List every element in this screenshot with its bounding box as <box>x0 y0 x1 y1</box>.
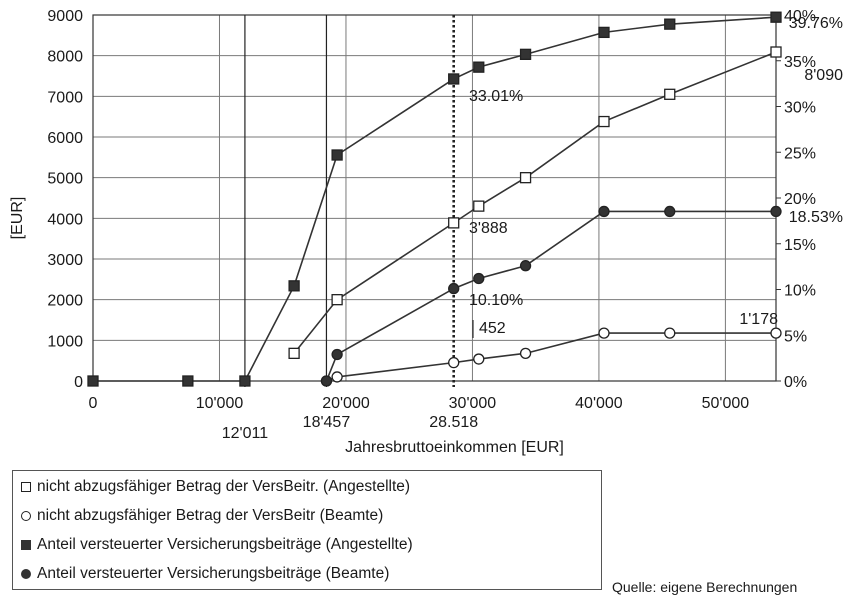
data-point-square <box>519 172 532 184</box>
data-point-circle <box>448 356 460 369</box>
data-point-square <box>664 88 676 100</box>
data-point-circle <box>331 348 343 361</box>
source-note: Quelle: eigene Berechnungen <box>612 579 798 595</box>
data-point-circle <box>664 327 676 339</box>
y-tick-label: 3000 <box>47 252 83 269</box>
y-tick-label: 1000 <box>47 333 83 350</box>
x-tick-label: 50'000 <box>702 395 750 412</box>
data-point-circle <box>598 205 610 218</box>
data-point-circle <box>331 371 343 383</box>
data-point-circle <box>598 327 610 339</box>
y-tick-label: 5000 <box>47 171 83 188</box>
data-point-square <box>519 48 532 60</box>
y2-tick-label: 15% <box>784 237 816 254</box>
data-label: 1'178 <box>739 311 778 328</box>
series-line <box>326 332 776 382</box>
x-tick-label: 30'000 <box>449 395 497 412</box>
chart: 0 1000 2000 3000 4000 5000 6000 7000 8000 9000 0% 5… <box>9 8 843 456</box>
data-point-circle <box>473 272 485 285</box>
data-point-square <box>473 61 485 73</box>
legend-item-beamte-betrag: nicht abzugsfähiger Betrag der VersBeitr… <box>21 504 383 528</box>
y-tick-label: 4000 <box>47 211 83 228</box>
y2-tick-label: 10% <box>784 283 816 300</box>
data-point-circle <box>770 327 782 339</box>
y-axis-title: [EUR] <box>9 197 26 240</box>
y-tick-label: 2000 <box>47 293 83 310</box>
data-label: 8'090 <box>804 67 843 84</box>
data-point-square <box>448 217 460 229</box>
x-tick-label: 20'000 <box>322 395 370 412</box>
data-point-circle <box>664 205 676 218</box>
marker-line-label: 18'457 <box>303 414 351 431</box>
legend-item-angestellte-anteil: Anteil versteuerter Versicherungsbeiträg… <box>21 533 413 557</box>
data-point-square <box>473 200 485 212</box>
data-label: 10.10% <box>469 292 523 309</box>
y2-tick-label: 30% <box>784 100 816 117</box>
x-tick-label: 40'000 <box>575 395 623 412</box>
data-label: 452 <box>479 320 506 337</box>
data-point-square <box>331 149 343 161</box>
circle-open-icon <box>21 511 31 521</box>
y2-tick-label: 40% <box>784 8 816 25</box>
x-tick-label: 10'000 <box>196 395 244 412</box>
series-line <box>93 16 777 382</box>
data-point-circle <box>770 205 782 218</box>
data-point-square <box>770 11 782 23</box>
legend-label: Anteil versteuerter Versicherungsbeiträg… <box>37 565 390 582</box>
marker-line-label: 28.518 <box>429 414 478 431</box>
legend: nicht abzugsfähiger Betrag der VersBeitr… <box>12 470 602 590</box>
legend-item-angestellte-betrag: nicht abzugsfähiger Betrag der VersBeitr… <box>21 475 410 499</box>
data-point-square <box>87 375 99 387</box>
y2-tick-label: 25% <box>784 145 816 162</box>
y-tick-label: 0 <box>74 374 83 391</box>
y2-tick-label: 35% <box>784 54 816 71</box>
y2-tick-label: 20% <box>784 191 816 208</box>
y-tick-label: 6000 <box>47 130 83 147</box>
plot-frame <box>92 14 777 382</box>
data-point-square <box>331 294 343 306</box>
x-tick-label: 0 <box>89 395 98 412</box>
data-label: 18.53% <box>789 209 843 226</box>
square-open-icon <box>21 482 31 492</box>
y2-tick-label: 5% <box>784 328 807 345</box>
data-point-circle <box>320 375 333 387</box>
data-point-square <box>239 375 251 387</box>
circle-filled-icon <box>21 569 31 579</box>
data-point-square <box>288 347 300 359</box>
legend-label: Anteil versteuerter Versicherungsbeiträg… <box>37 536 413 553</box>
legend-label: nicht abzugsfähiger Betrag der VersBeitr… <box>37 507 384 524</box>
y-tick-label: 9000 <box>47 8 83 25</box>
data-point-square <box>664 18 676 30</box>
data-point-circle <box>519 347 532 359</box>
data-point-circle <box>473 353 485 365</box>
data-point-square <box>182 375 194 387</box>
marker-line-label: 12'011 <box>222 425 268 442</box>
series-line <box>293 51 777 354</box>
y-tick-label: 8000 <box>47 49 83 66</box>
data-point-square <box>448 73 460 85</box>
data-point-square <box>598 26 610 39</box>
x-axis-title: Jahresbruttoeinkommen [EUR] <box>345 439 564 456</box>
data-point-circle <box>448 282 460 295</box>
data-point-square <box>288 280 300 292</box>
data-point-circle <box>519 260 532 272</box>
data-label: 39.76% <box>789 15 843 32</box>
legend-item-beamte-anteil: Anteil versteuerter Versicherungsbeiträg… <box>21 562 389 586</box>
data-label: 33.01% <box>469 88 523 105</box>
y-tick-label: 7000 <box>47 89 83 106</box>
data-point-square <box>770 46 782 58</box>
legend-label: nicht abzugsfähiger Betrag der VersBeitr… <box>37 478 411 495</box>
series-line <box>325 210 776 382</box>
data-point-square <box>598 115 610 128</box>
square-filled-icon <box>21 540 31 550</box>
data-label: 3'888 <box>469 220 508 237</box>
y2-tick-label: 0% <box>784 374 807 391</box>
